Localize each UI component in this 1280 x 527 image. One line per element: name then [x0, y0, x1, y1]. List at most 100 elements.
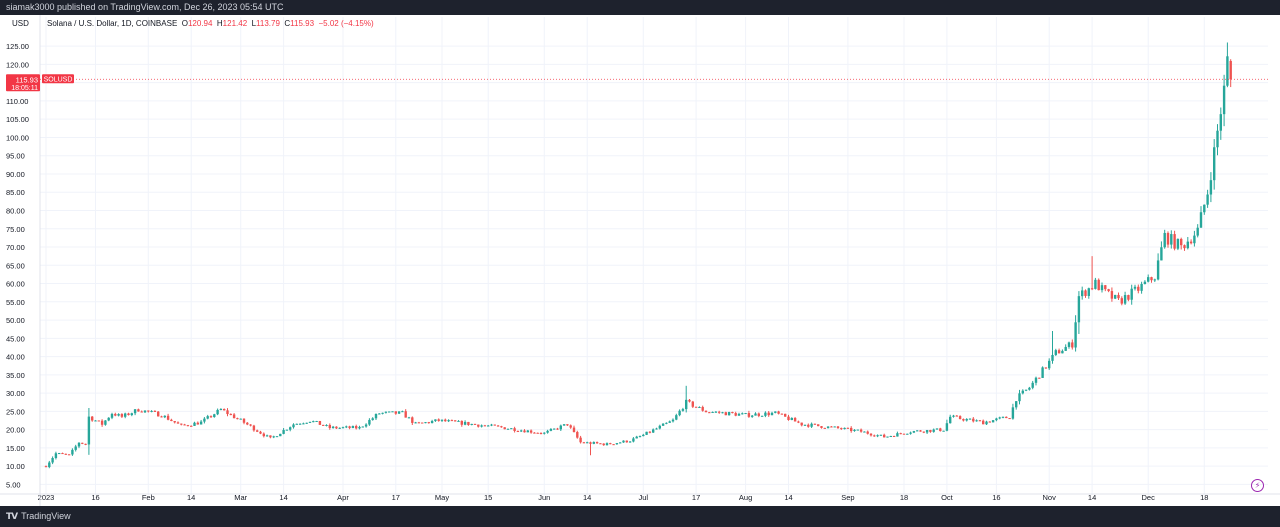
candle-body	[503, 427, 506, 430]
candle-body	[1222, 85, 1226, 115]
candle-body	[143, 410, 147, 413]
x-tick-label: 14	[1088, 493, 1096, 502]
candle-body	[117, 414, 120, 416]
x-tick-label: 14	[279, 493, 287, 502]
candle-body	[638, 436, 642, 438]
lightning-icon[interactable]: ⚡	[1251, 479, 1264, 492]
candle-body	[556, 428, 559, 430]
candle-body	[97, 420, 100, 422]
high-value: 121.42	[222, 19, 248, 28]
candle-body	[1133, 286, 1137, 289]
candle-body	[995, 418, 998, 421]
footer: 𝗧𝗩 TradingView	[0, 506, 1280, 527]
candle-body	[199, 421, 203, 425]
candle-body	[1166, 232, 1170, 245]
candle-body	[166, 415, 170, 420]
candle-body	[1074, 322, 1077, 348]
candle-body	[1170, 234, 1173, 245]
candle-body	[906, 433, 909, 435]
candle-body	[1160, 247, 1163, 261]
candle-body	[975, 420, 978, 422]
candle-body	[925, 429, 929, 433]
x-tick-label: 14	[583, 493, 591, 502]
candle-body	[516, 431, 520, 433]
candle-body	[562, 424, 566, 426]
candle-body	[1229, 60, 1232, 80]
candle-body	[982, 420, 985, 425]
candle-body	[661, 423, 665, 426]
candle-body	[275, 436, 279, 438]
candle-body	[896, 433, 899, 437]
candle-body	[797, 421, 800, 423]
candle-body	[444, 419, 447, 422]
candle-body	[595, 442, 599, 444]
candle-body	[817, 424, 820, 427]
low-label: L	[251, 19, 257, 28]
candle-body	[51, 458, 54, 463]
y-tick-label: 105.00	[6, 115, 29, 124]
candle-body	[242, 418, 246, 423]
candle-body	[193, 422, 196, 426]
open-label: O	[181, 19, 188, 28]
candle-body	[1057, 350, 1061, 354]
candle-body	[285, 429, 289, 431]
candle-body	[625, 440, 628, 443]
candle-body	[1156, 260, 1160, 280]
candle-body	[668, 421, 671, 423]
x-tick-label: Sep	[841, 493, 854, 502]
candle-body	[87, 416, 91, 445]
candle-body	[1011, 407, 1015, 419]
candle-body	[685, 399, 688, 410]
candle-body	[1147, 277, 1150, 282]
candle-body	[793, 418, 797, 422]
candle-body	[1137, 286, 1140, 291]
price-tag-box	[6, 74, 40, 92]
candle-body	[1117, 294, 1120, 299]
candle-body	[549, 428, 553, 431]
chart-frame[interactable]: 5.00 10.00 15.00 20.00 25.00 30.00 35.00 40.00 4…	[0, 15, 1280, 506]
candle-body	[421, 422, 424, 424]
currency-label: USD	[12, 19, 29, 28]
candle-body	[1219, 114, 1222, 131]
candle-body	[754, 413, 757, 416]
candle-body	[645, 431, 648, 435]
candle-body	[229, 414, 232, 416]
candle-body	[714, 411, 718, 413]
candle-body	[368, 419, 371, 425]
candle-body	[1028, 387, 1031, 390]
candle-body	[147, 410, 150, 412]
candle-body	[579, 437, 582, 443]
candle-body	[1015, 401, 1018, 408]
candle-body	[652, 429, 655, 433]
candle-body	[965, 419, 968, 421]
candle-body	[599, 443, 602, 445]
candle-body	[968, 418, 972, 420]
candle-body	[74, 446, 77, 450]
x-tick-label: 18	[900, 493, 908, 502]
candle-body	[91, 416, 94, 421]
candle-body	[252, 425, 256, 431]
open-value: 120.94	[187, 19, 213, 28]
candle-body	[325, 424, 328, 426]
x-tick-label: Aug	[739, 493, 752, 502]
y-tick-label: 75.00	[6, 225, 25, 234]
candle-body	[84, 443, 87, 445]
candle-body	[592, 442, 595, 444]
candle-body	[912, 431, 916, 433]
y-tick-label: 110.00	[6, 97, 28, 106]
candle-body	[384, 411, 388, 413]
candle-body	[546, 430, 549, 433]
y-tick-label: 25.00	[6, 407, 25, 416]
close-value: 115.93	[290, 19, 315, 28]
candle-body	[691, 401, 694, 407]
candle-body	[1034, 377, 1038, 383]
candle-body	[1005, 416, 1008, 419]
candle-body	[688, 399, 691, 402]
candle-body	[483, 425, 487, 427]
candle-body	[374, 414, 378, 419]
footer-brand: TradingView	[21, 511, 71, 521]
candlestick-chart[interactable]: 5.00 10.00 15.00 20.00 25.00 30.00 35.00 40.00 4…	[0, 15, 1280, 506]
candle-body	[566, 424, 569, 426]
candle-body	[741, 413, 744, 415]
candle-body	[843, 427, 846, 430]
